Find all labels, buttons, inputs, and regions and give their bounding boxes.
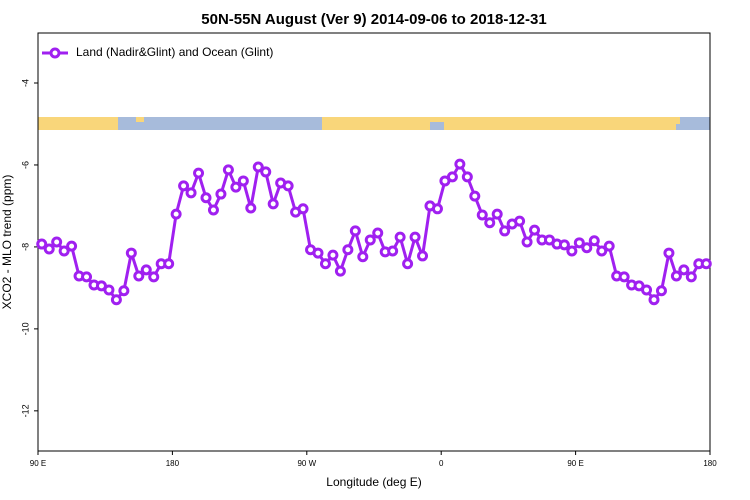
y-tick-label: -8: [20, 243, 30, 251]
point: [200, 192, 212, 204]
point: [103, 284, 115, 296]
point: [207, 204, 219, 216]
point: [230, 181, 242, 193]
point: [670, 270, 682, 282]
point: [349, 225, 361, 237]
point: [394, 231, 406, 243]
point: [469, 190, 481, 202]
point: [252, 161, 264, 173]
point: [499, 225, 511, 237]
point: [297, 203, 309, 215]
point: [529, 224, 541, 236]
point: [588, 235, 600, 247]
x-tick-label: 180: [166, 459, 180, 468]
x-tick-label: 90 E: [30, 459, 46, 468]
point: [581, 242, 593, 254]
point: [663, 247, 675, 259]
point: [409, 231, 421, 243]
point: [133, 270, 145, 282]
point: [596, 245, 608, 257]
point: [521, 236, 533, 248]
point: [36, 238, 48, 250]
point: [566, 245, 578, 257]
point: [357, 251, 369, 263]
chart-title: 50N-55N August (Ver 9) 2014-09-06 to 201…: [201, 11, 546, 28]
point: [558, 239, 570, 251]
point: [573, 237, 585, 249]
point: [655, 285, 667, 297]
point: [185, 187, 197, 199]
point: [170, 208, 182, 220]
point: [603, 240, 615, 252]
point: [193, 167, 205, 179]
point: [148, 271, 160, 283]
point: [327, 249, 339, 261]
x-tick-label: 90 E: [567, 459, 583, 468]
point: [140, 264, 152, 276]
legend-label: Land (Nadir&Glint) and Ocean (Glint): [76, 45, 273, 59]
point: [476, 209, 488, 221]
point: [431, 203, 443, 215]
point: [387, 245, 399, 257]
point: [454, 158, 466, 170]
point: [163, 258, 175, 270]
y-tick-label: -6: [20, 161, 30, 169]
x-tick-label: 180: [703, 459, 717, 468]
point: [215, 188, 227, 200]
legend: Land (Nadir&Glint) and Ocean (Glint): [42, 45, 273, 59]
point: [267, 198, 279, 210]
point: [700, 258, 712, 270]
point: [282, 180, 294, 192]
point: [110, 294, 122, 306]
point: [312, 247, 324, 259]
point: [491, 208, 503, 220]
point: [678, 264, 690, 276]
point: [334, 265, 346, 277]
point: [685, 271, 697, 283]
y-axis-label: XCO2 - MLO trend (ppm): [0, 175, 14, 310]
point: [514, 215, 526, 227]
legend-marker: [49, 47, 61, 59]
point: [372, 227, 384, 239]
point: [81, 271, 93, 283]
point: [43, 243, 55, 255]
point: [342, 244, 354, 256]
point: [484, 217, 496, 229]
x-tick-label: 0: [439, 459, 444, 468]
point: [260, 166, 272, 178]
y-tick-label: -10: [20, 322, 30, 335]
point: [446, 171, 458, 183]
point: [648, 294, 660, 306]
x-axis-label: Longitude (deg E): [326, 475, 421, 489]
point: [319, 258, 331, 270]
point: [178, 180, 190, 192]
point: [237, 175, 249, 187]
point: [245, 202, 257, 214]
point: [222, 164, 234, 176]
point: [118, 285, 130, 297]
point: [58, 245, 70, 257]
point: [364, 234, 376, 246]
land-ocean-strip: [38, 117, 710, 130]
point: [66, 240, 78, 252]
x-tick-label: 90 W: [297, 459, 316, 468]
y-tick-label: -12: [20, 404, 30, 417]
point: [402, 258, 414, 270]
point: [461, 171, 473, 183]
y-tick-label: -4: [20, 79, 30, 87]
point: [417, 250, 429, 262]
point: [51, 236, 63, 248]
point: [641, 284, 653, 296]
point: [618, 271, 630, 283]
point: [125, 247, 137, 259]
